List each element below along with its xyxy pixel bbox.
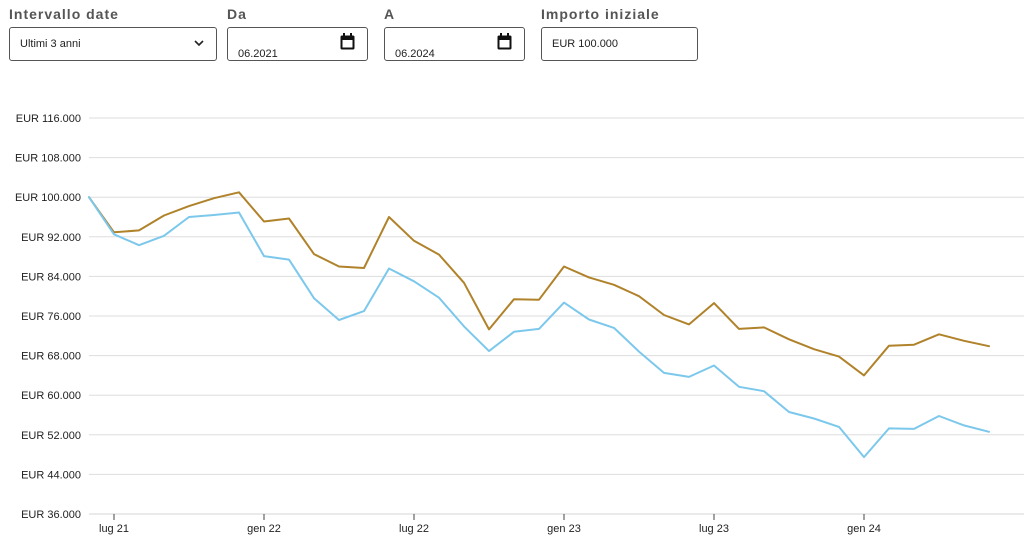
date-range-label: Intervallo date xyxy=(9,6,119,22)
to-date-label: A xyxy=(384,6,396,22)
to-date-input[interactable]: 06.2024 xyxy=(384,27,525,61)
y-tick-label: EUR 52.000 xyxy=(21,430,81,442)
x-tick-label: gen 22 xyxy=(247,523,281,535)
initial-amount-input[interactable]: EUR 100.000 xyxy=(541,27,698,61)
calendar-icon[interactable] xyxy=(497,33,512,50)
y-tick-label: EUR 108.000 xyxy=(15,153,81,165)
x-tick-label: gen 24 xyxy=(847,523,881,535)
calendar-icon[interactable] xyxy=(340,33,355,50)
y-tick-label: EUR 36.000 xyxy=(21,509,81,521)
x-tick-label: lug 21 xyxy=(99,523,129,535)
initial-amount-value: EUR 100.000 xyxy=(552,38,619,50)
date-range-select[interactable]: Ultimi 3 anni xyxy=(9,27,217,61)
from-date-value: 06.2021 xyxy=(238,48,278,60)
series-line-blue xyxy=(88,196,990,459)
performance-chart: EUR 116.000 EUR 108.000 EUR 100.000 EUR 92.… xyxy=(15,113,1024,535)
chevron-down-icon xyxy=(194,40,204,47)
date-range-value: Ultimi 3 anni xyxy=(20,38,81,50)
y-tick-label: EUR 60.000 xyxy=(21,390,81,402)
from-date-input[interactable]: 06.2021 xyxy=(227,27,368,61)
x-tick-label: lug 23 xyxy=(699,523,729,535)
y-tick-label: EUR 44.000 xyxy=(21,469,81,481)
y-tick-label: EUR 116.000 xyxy=(16,113,81,125)
y-tick-label: EUR 68.000 xyxy=(21,351,81,363)
y-tick-label: EUR 84.000 xyxy=(21,271,81,283)
y-tick-label: EUR 76.000 xyxy=(21,311,81,323)
y-tick-label: EUR 100.000 xyxy=(15,192,81,204)
from-date-label: Da xyxy=(227,6,247,22)
to-date-value: 06.2024 xyxy=(395,48,435,60)
initial-amount-label: Importo iniziale xyxy=(541,6,660,22)
series-line-gold xyxy=(88,191,990,377)
x-tick-label: lug 22 xyxy=(399,523,429,535)
y-tick-label: EUR 92.000 xyxy=(21,232,81,244)
x-tick-label: gen 23 xyxy=(547,523,581,535)
